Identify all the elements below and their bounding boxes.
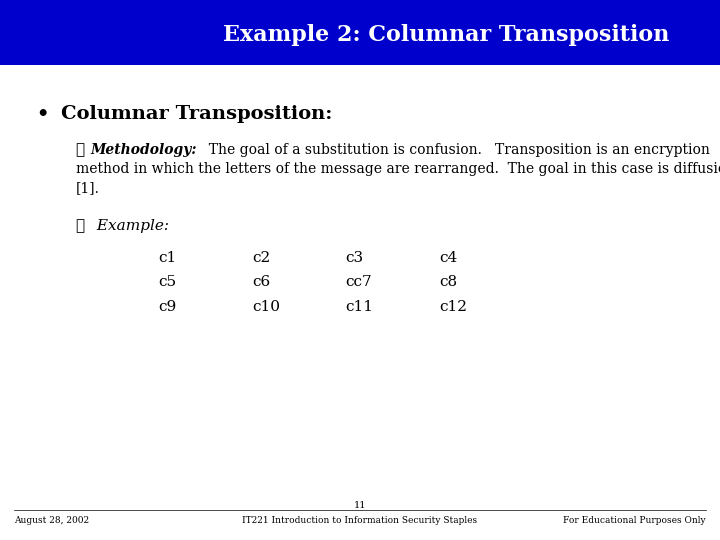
Text: c4: c4 xyxy=(439,251,457,265)
Text: •: • xyxy=(36,105,48,123)
Text: [1].: [1]. xyxy=(76,181,99,195)
Text: For Educational Purposes Only: For Educational Purposes Only xyxy=(563,516,706,525)
Text: IT221 Introduction to Information Security Staples: IT221 Introduction to Information Securi… xyxy=(243,516,477,525)
Text: 11: 11 xyxy=(354,501,366,510)
Text: c2: c2 xyxy=(252,251,270,265)
Text: c12: c12 xyxy=(439,300,467,314)
Text: ✓: ✓ xyxy=(76,219,85,233)
Text: c6: c6 xyxy=(252,275,270,289)
Text: c11: c11 xyxy=(346,300,374,314)
Text: Columnar Transposition:: Columnar Transposition: xyxy=(61,105,333,123)
Text: c3: c3 xyxy=(346,251,364,265)
Text: c1: c1 xyxy=(158,251,176,265)
Text: Example:: Example: xyxy=(92,219,169,233)
Text: August 28, 2002: August 28, 2002 xyxy=(14,516,89,525)
Text: Methodology:: Methodology: xyxy=(90,143,197,157)
Text: method in which the letters of the message are rearranged.  The goal in this cas: method in which the letters of the messa… xyxy=(76,162,720,176)
Text: c9: c9 xyxy=(158,300,176,314)
Text: c5: c5 xyxy=(158,275,176,289)
Text: c10: c10 xyxy=(252,300,280,314)
Text: cc7: cc7 xyxy=(346,275,372,289)
Text: The goal of a substitution is confusion.   Transposition is an encryption: The goal of a substitution is confusion.… xyxy=(200,143,710,157)
Text: Example 2: Columnar Transposition: Example 2: Columnar Transposition xyxy=(223,24,670,46)
Text: ✓: ✓ xyxy=(76,143,85,157)
Text: c8: c8 xyxy=(439,275,457,289)
